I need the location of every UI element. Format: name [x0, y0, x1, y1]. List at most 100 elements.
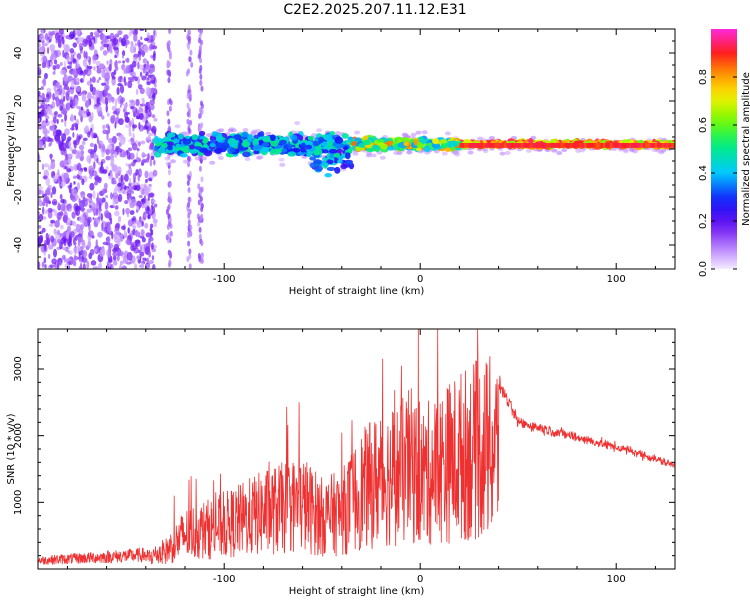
heatmap-cell [143, 64, 147, 68]
heatmap-cell [76, 105, 81, 110]
heatmap-cell [112, 115, 116, 119]
heatmap-cell [59, 61, 63, 66]
heatmap-cell [96, 65, 99, 69]
heatmap-cell [38, 43, 41, 48]
heatmap-cell [114, 121, 117, 129]
heatmap-cell [38, 96, 43, 105]
heatmap-cell [102, 169, 108, 174]
heatmap-cell [38, 91, 41, 96]
heatmap-cell [227, 137, 237, 145]
heatmap-cell [63, 44, 70, 53]
heatmap-cell [138, 64, 144, 70]
heatmap-cell [69, 231, 75, 238]
heatmap-cell [105, 104, 108, 113]
heatmap-cell [132, 132, 135, 140]
heatmap-cell [141, 220, 144, 227]
heatmap-cell [179, 153, 188, 158]
heatmap-cell [186, 179, 190, 186]
heatmap-cell [87, 92, 92, 101]
heatmap-cell [72, 175, 77, 179]
heatmap-cell [139, 244, 143, 253]
heatmap-cell [55, 82, 60, 89]
heatmap-cell [525, 143, 529, 148]
heatmap-cell [83, 50, 86, 59]
heatmap-cell [115, 98, 118, 107]
heatmap-cell [69, 31, 75, 40]
heatmap-cell [135, 108, 138, 114]
heatmap-cell [131, 60, 137, 68]
heatmap-cell [354, 130, 361, 135]
heatmap-cell [318, 136, 325, 143]
heatmap-cell [82, 137, 88, 141]
heatmap-cell [487, 143, 491, 148]
heatmap-cell [64, 113, 68, 122]
heatmap-cell [141, 75, 147, 81]
heatmap-cell [664, 143, 668, 148]
heatmap-cell [508, 143, 512, 148]
heatmap-cell [329, 130, 336, 136]
heatmap-cell [174, 124, 181, 129]
heatmap-cell [81, 257, 88, 263]
heatmap-cell [50, 138, 54, 143]
heatmap-cell [555, 143, 559, 148]
heatmap-cell [56, 119, 59, 125]
heatmap-cell [306, 151, 312, 158]
heatmap-cell [105, 148, 111, 155]
heatmap-cell [93, 66, 96, 71]
heatmap-cell [146, 122, 151, 127]
heatmap-cell [459, 143, 463, 148]
heatmap-cell [560, 143, 564, 148]
heatmap-cell [614, 143, 618, 148]
heatmap-cell [168, 251, 172, 258]
heatmap-cell [89, 204, 92, 209]
heatmap-cell [67, 241, 72, 247]
heatmap-cell [187, 219, 191, 226]
heatmap-cell [139, 170, 142, 176]
heatmap-cell [107, 125, 111, 134]
heatmap-cell [71, 197, 77, 203]
heatmap-cell [504, 143, 508, 148]
heatmap-cell [129, 177, 132, 185]
heatmap-cell [72, 58, 77, 63]
heatmap-cell [93, 170, 98, 176]
heatmap-cell [177, 133, 184, 140]
heatmap-cell [65, 230, 70, 240]
heatmap-cell [511, 143, 515, 148]
heatmap-cell [189, 49, 193, 56]
heatmap-cell [118, 250, 124, 257]
heatmap-cell [386, 146, 395, 151]
heatmap-cell [209, 139, 216, 145]
heatmap-cell [206, 133, 213, 138]
heatmap-cell [136, 147, 140, 152]
x-tick-label: 100 [607, 574, 626, 585]
heatmap-cell [143, 37, 150, 42]
heatmap-cell [631, 143, 635, 148]
heatmap-cell [214, 147, 223, 154]
heatmap-cell [561, 148, 568, 153]
heatmap-cell [65, 103, 69, 110]
heatmap-cell [189, 119, 193, 126]
heatmap-cell [291, 134, 298, 141]
heatmap-cell [51, 258, 58, 265]
heatmap-cell [149, 192, 155, 198]
heatmap-cell [81, 93, 87, 102]
heatmap-cell [89, 165, 94, 171]
heatmap-cell [54, 220, 60, 228]
heatmap-cell [198, 130, 206, 136]
heatmap-cell [38, 200, 44, 207]
heatmap-cell [168, 105, 172, 112]
heatmap-cell [91, 111, 94, 121]
heatmap-cell [101, 143, 106, 153]
heatmap-cell [574, 143, 578, 148]
heatmap-cell [118, 118, 124, 126]
heatmap-cell [395, 136, 403, 142]
heatmap-cell [59, 175, 62, 185]
heatmap-cell [336, 159, 343, 164]
heatmap-cell [110, 71, 115, 78]
heatmap-cell [187, 36, 191, 43]
heatmap-cell [86, 260, 90, 269]
heatmap-cell [75, 29, 81, 36]
heatmap-cell [199, 73, 203, 80]
heatmap-cell [567, 143, 571, 148]
